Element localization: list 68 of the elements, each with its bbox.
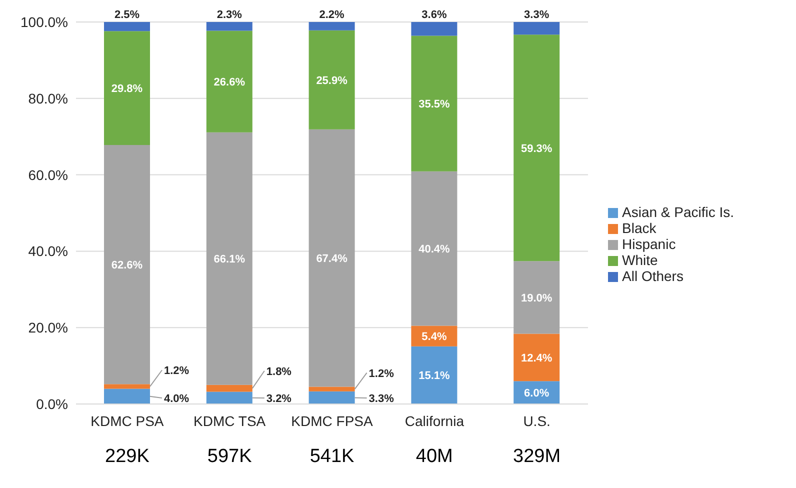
x-tick-label: KDMC TSA [194, 413, 266, 429]
bar [411, 346, 458, 404]
x-tick-label: KDMC PSA [90, 413, 164, 429]
bar [514, 261, 560, 334]
y-tick-label: 100.0% [20, 14, 68, 30]
data-label: 5.4% [422, 331, 447, 344]
bar [411, 326, 458, 346]
data-label: 3.3% [524, 9, 550, 21]
data-label: 12.4% [521, 352, 552, 364]
text: 40M [416, 446, 453, 467]
bar [411, 36, 458, 172]
data-label: 15.1% [418, 370, 450, 382]
legend-label: Asian & Pacific Is. [622, 204, 734, 220]
x-tick-label: KDMC FPSA [291, 413, 374, 429]
y-tick-label: 60.0% [28, 166, 68, 183]
data-label: 2.3% [216, 9, 242, 21]
legend-label: All Others [622, 268, 684, 284]
y-tick-label: 20.0% [28, 320, 68, 336]
legend-label: Black [622, 220, 656, 236]
bar [411, 171, 458, 326]
bar [206, 22, 252, 31]
data-label: 1.2% [164, 365, 190, 378]
legend-label: Hispanic [622, 236, 676, 252]
data-label: 1.8% [266, 366, 292, 378]
text: 229K [105, 446, 150, 467]
data-label: 2.5% [114, 9, 140, 21]
data-label: 66.1% [214, 254, 246, 266]
data-label: 29.8% [111, 83, 143, 96]
data-label: 35.5% [418, 98, 450, 111]
text: 541K [310, 446, 355, 467]
bar [308, 30, 355, 130]
data-label: 59.3% [521, 142, 552, 155]
bar [104, 388, 150, 404]
y-tick-label: 80.0% [28, 90, 68, 106]
data-label: 3.2% [266, 393, 292, 405]
legend-label: White [622, 252, 658, 268]
data-label: 3.6% [422, 9, 447, 21]
x-tick-label: U.S. [523, 413, 550, 429]
data-label: 2.2% [319, 9, 345, 21]
y-tick-label: 0.0% [36, 396, 68, 412]
data-label: 26.6% [214, 76, 246, 89]
text: 329M [513, 446, 561, 467]
data-label: 62.6% [111, 260, 143, 272]
data-label: 1.2% [368, 368, 394, 380]
data-label: 67.4% [316, 253, 348, 266]
bar [104, 384, 150, 389]
bar [206, 384, 252, 392]
bar [514, 34, 560, 262]
text: 597K [207, 446, 252, 467]
data-label: 3.3% [368, 393, 394, 405]
data-label: 40.4% [418, 244, 450, 256]
bar [514, 334, 560, 382]
bar [308, 386, 355, 392]
bar [514, 22, 560, 35]
bar [308, 391, 355, 404]
x-tick-label: California [404, 413, 464, 429]
data-label: 6.0% [524, 388, 550, 400]
data-label: 4.0% [164, 393, 190, 405]
bar [206, 30, 252, 132]
bar [308, 22, 355, 30]
bar [206, 132, 252, 385]
data-label: 19.0% [521, 292, 552, 304]
bar [411, 22, 458, 36]
bar [206, 392, 252, 404]
y-tick-label: 40.0% [28, 243, 68, 260]
bar [104, 31, 150, 146]
data-label: 25.9% [316, 74, 348, 87]
bar [104, 22, 150, 32]
